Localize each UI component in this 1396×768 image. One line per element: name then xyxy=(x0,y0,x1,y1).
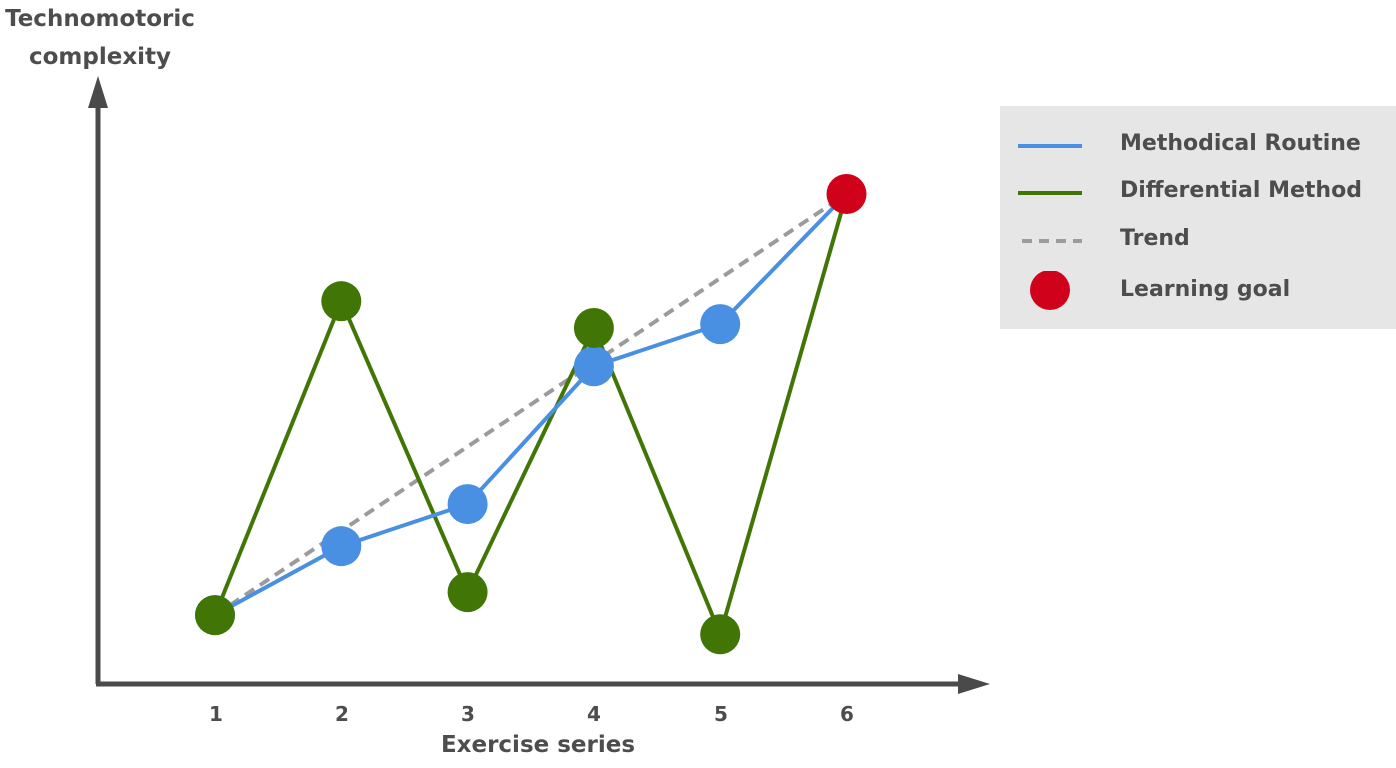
point-differential-method xyxy=(321,281,362,322)
point-methodical-routine xyxy=(321,526,362,567)
x-tick-label: 1 xyxy=(209,702,223,726)
legend-label: Methodical Routine xyxy=(1120,131,1361,156)
point-methodical-routine xyxy=(447,484,488,525)
legend-swatch-dashed-line xyxy=(1022,239,1082,243)
legend-swatch-line xyxy=(1018,191,1082,195)
x-tick-label: 4 xyxy=(587,702,601,726)
point-methodical-routine xyxy=(700,304,741,345)
point-differential-method xyxy=(447,572,488,613)
y-axis-label-line1: Technomotoric xyxy=(5,6,195,32)
point-differential-method xyxy=(700,614,741,655)
point-differential-method xyxy=(195,595,235,636)
x-tick-label: 3 xyxy=(461,702,475,726)
legend: Methodical Routine Differential Method T… xyxy=(1000,106,1396,329)
legend-item-methodical-routine: Methodical Routine xyxy=(1000,125,1396,165)
legend-label: Differential Method xyxy=(1120,178,1362,203)
x-tick-label: 2 xyxy=(335,702,349,726)
legend-item-trend: Trend xyxy=(1000,220,1396,260)
x-axis-arrow xyxy=(958,674,990,694)
x-axis-label: Exercise series xyxy=(440,732,636,758)
legend-item-differential-method: Differential Method xyxy=(1000,172,1396,212)
series-line-methodical-routine xyxy=(214,192,848,617)
y-axis-label-line2: complexity xyxy=(28,44,172,70)
series-line-trend xyxy=(213,192,848,617)
legend-swatch-dot xyxy=(1030,271,1070,310)
legend-swatch-line xyxy=(1018,144,1082,148)
points-layer xyxy=(195,173,867,655)
legend-label: Trend xyxy=(1120,226,1190,251)
point-methodical-routine xyxy=(573,346,614,387)
y-axis-arrow xyxy=(88,76,108,108)
point-differential-method xyxy=(573,307,614,348)
series-layer xyxy=(213,192,849,641)
point-learning-goal xyxy=(826,173,867,214)
axes xyxy=(88,76,990,694)
legend-label: Learning goal xyxy=(1120,277,1291,302)
x-tick-label: 5 xyxy=(714,702,728,726)
x-tick-label: 6 xyxy=(840,702,854,726)
chart-svg xyxy=(88,76,990,694)
series-line-differential-method xyxy=(213,193,849,641)
legend-item-learning-goal: Learning goal xyxy=(1000,271,1396,311)
